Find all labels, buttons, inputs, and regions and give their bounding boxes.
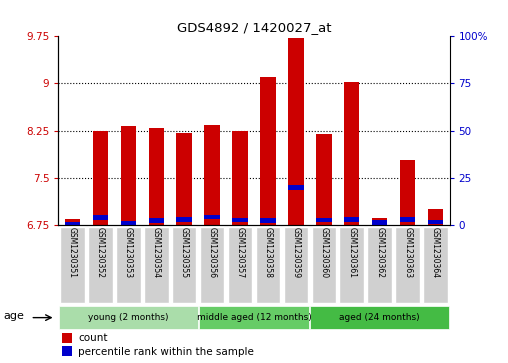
Text: GSM1230359: GSM1230359	[292, 228, 300, 278]
Text: GSM1230363: GSM1230363	[403, 228, 412, 278]
Bar	[148, 128, 164, 225]
Bar	[260, 219, 276, 223]
Bar	[65, 221, 80, 226]
FancyBboxPatch shape	[283, 227, 308, 303]
FancyBboxPatch shape	[256, 227, 280, 303]
FancyBboxPatch shape	[423, 227, 448, 303]
Text: middle aged (12 months): middle aged (12 months)	[197, 313, 311, 322]
Bar	[176, 133, 192, 225]
Text: GSM1230361: GSM1230361	[347, 228, 356, 278]
Text: GSM1230362: GSM1230362	[375, 228, 384, 278]
Bar	[204, 215, 220, 219]
Bar	[176, 217, 192, 221]
Bar	[148, 219, 164, 223]
Text: GSM1230353: GSM1230353	[124, 228, 133, 278]
FancyBboxPatch shape	[60, 227, 85, 303]
FancyBboxPatch shape	[339, 227, 364, 303]
Text: aged (24 months): aged (24 months)	[339, 313, 420, 322]
Bar	[400, 217, 416, 221]
FancyBboxPatch shape	[310, 306, 449, 329]
Bar	[428, 220, 443, 224]
Bar	[316, 218, 332, 222]
Text: GSM1230357: GSM1230357	[236, 228, 244, 278]
Bar	[428, 209, 443, 225]
Bar	[344, 82, 360, 225]
Bar	[288, 185, 304, 189]
Text: GSM1230352: GSM1230352	[96, 228, 105, 278]
Text: GSM1230351: GSM1230351	[68, 228, 77, 278]
Bar	[344, 217, 360, 221]
Bar	[92, 215, 108, 220]
Bar	[62, 333, 72, 343]
Bar	[120, 221, 136, 225]
Bar	[65, 219, 80, 225]
Bar	[232, 131, 248, 225]
Bar	[288, 38, 304, 225]
Text: GSM1230356: GSM1230356	[208, 228, 216, 278]
FancyBboxPatch shape	[311, 227, 336, 303]
Bar	[372, 217, 388, 225]
Text: GSM1230355: GSM1230355	[180, 228, 188, 278]
Bar	[316, 134, 332, 225]
FancyBboxPatch shape	[59, 306, 198, 329]
Text: age: age	[3, 311, 24, 321]
FancyBboxPatch shape	[116, 227, 141, 303]
FancyBboxPatch shape	[395, 227, 420, 303]
FancyBboxPatch shape	[144, 227, 169, 303]
FancyBboxPatch shape	[88, 227, 113, 303]
Bar	[92, 131, 108, 225]
Text: GSM1230354: GSM1230354	[152, 228, 161, 278]
Text: GSM1230364: GSM1230364	[431, 228, 440, 278]
FancyBboxPatch shape	[228, 227, 252, 303]
Bar	[400, 160, 416, 225]
Bar	[232, 218, 248, 222]
Bar	[204, 125, 220, 225]
FancyBboxPatch shape	[172, 227, 197, 303]
Text: count: count	[78, 334, 108, 343]
FancyBboxPatch shape	[199, 306, 309, 329]
Bar	[372, 220, 388, 225]
Text: GSM1230360: GSM1230360	[320, 228, 328, 278]
Text: young (2 months): young (2 months)	[88, 313, 169, 322]
FancyBboxPatch shape	[367, 227, 392, 303]
Text: percentile rank within the sample: percentile rank within the sample	[78, 347, 254, 356]
Bar	[260, 77, 276, 225]
Text: GSM1230358: GSM1230358	[264, 228, 272, 278]
Bar	[62, 346, 72, 356]
FancyBboxPatch shape	[200, 227, 225, 303]
Title: GDS4892 / 1420027_at: GDS4892 / 1420027_at	[177, 21, 331, 34]
Bar	[120, 126, 136, 225]
